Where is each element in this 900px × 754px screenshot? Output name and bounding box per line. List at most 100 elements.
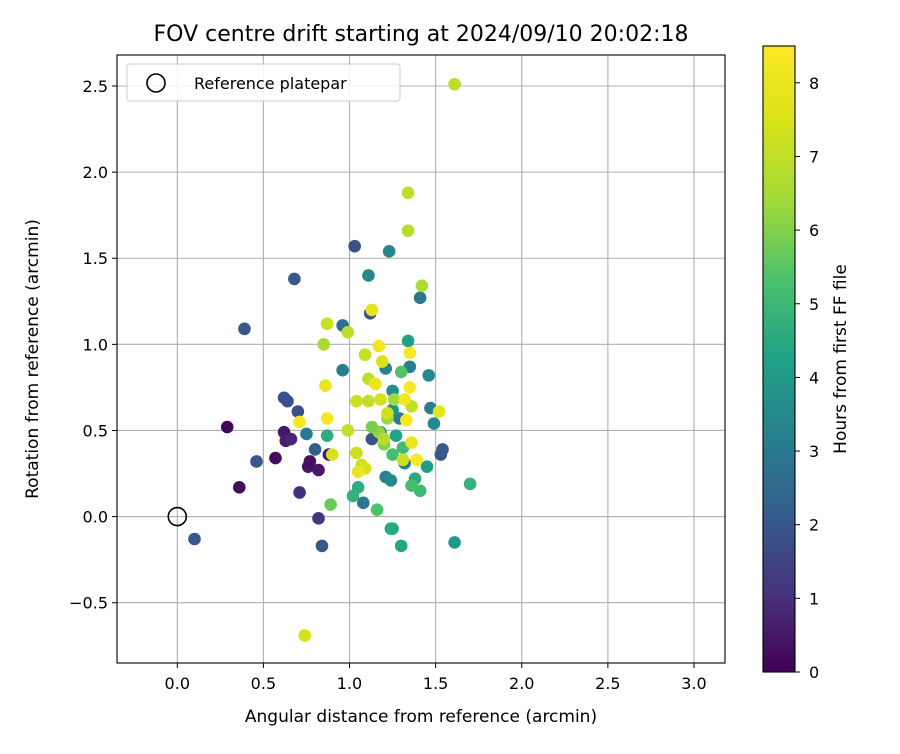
y-tick-label: 1.5 bbox=[83, 249, 108, 268]
scatter-point bbox=[320, 429, 334, 442]
scatter-point bbox=[250, 455, 263, 468]
scatter-point bbox=[348, 239, 361, 253]
colorbar-tick-label: 4 bbox=[809, 368, 819, 387]
colorbar-tick-label: 2 bbox=[809, 516, 819, 535]
scatter-point bbox=[420, 460, 434, 473]
y-tick-label: −0.5 bbox=[69, 594, 108, 613]
scatter-point bbox=[405, 479, 418, 492]
reference-point-marker bbox=[167, 506, 188, 527]
scatter-point bbox=[300, 427, 313, 441]
scatter-point bbox=[293, 415, 306, 429]
scatter-point bbox=[319, 379, 332, 392]
scatter-point bbox=[188, 532, 201, 546]
scatter-point bbox=[362, 394, 375, 408]
x-tick-label: 1.5 bbox=[423, 674, 448, 693]
grid-lines bbox=[117, 55, 725, 663]
chart-title: FOV centre drift starting at 2024/09/10 … bbox=[154, 22, 689, 47]
scatter-point bbox=[415, 279, 429, 293]
x-tick-label: 2.5 bbox=[595, 674, 620, 693]
scatter-point bbox=[308, 443, 322, 456]
y-tick-label: 0.5 bbox=[83, 421, 108, 440]
x-tick-label: 0.5 bbox=[251, 674, 276, 693]
scatter-point bbox=[372, 339, 386, 353]
x-tick-label: 1.0 bbox=[337, 674, 362, 693]
colorbar-tick-label: 6 bbox=[809, 221, 819, 240]
scatter-point bbox=[370, 503, 384, 517]
scatter-point bbox=[312, 463, 325, 477]
colorbar: 0 1 2 3 4 5 6 7 8 Hours from first FF file bbox=[762, 45, 851, 682]
colorbar-gradient bbox=[763, 46, 795, 672]
scatter-point bbox=[336, 363, 349, 377]
y-tick-label: 2.0 bbox=[83, 163, 108, 182]
scatter-point bbox=[350, 394, 363, 408]
scatter-point bbox=[320, 412, 334, 425]
legend: Reference platepar bbox=[126, 63, 401, 102]
colorbar-tick-label: 7 bbox=[809, 147, 819, 166]
colorbar-tick-label: 0 bbox=[809, 663, 819, 682]
scatter-point bbox=[410, 453, 423, 467]
scatter-point bbox=[284, 432, 298, 446]
colorbar-tick-label: 5 bbox=[809, 295, 819, 314]
data-points bbox=[188, 77, 477, 642]
x-tick-label: 0.0 bbox=[165, 674, 190, 693]
scatter-point bbox=[388, 393, 401, 406]
colorbar-tick-label: 8 bbox=[809, 74, 819, 93]
scatter-point bbox=[448, 77, 461, 91]
y-axis-label: Rotation from reference (arcmin) bbox=[23, 219, 43, 499]
scatter-point bbox=[436, 443, 449, 456]
scatter-point bbox=[281, 394, 294, 408]
scatter-point bbox=[403, 381, 417, 394]
plot-frame bbox=[116, 54, 726, 664]
scatter-point bbox=[375, 355, 389, 368]
scatter-point bbox=[238, 322, 251, 336]
y-tick-label: 0.0 bbox=[83, 508, 108, 527]
scatter-point bbox=[291, 405, 305, 418]
y-tick-label: 2.5 bbox=[83, 77, 108, 96]
scatter-point bbox=[317, 338, 330, 351]
scatter-point bbox=[401, 224, 415, 237]
x-tick-label: 3.0 bbox=[681, 674, 706, 693]
scatter-point bbox=[394, 365, 408, 379]
scatter-point bbox=[389, 429, 403, 442]
scatter-point bbox=[432, 405, 446, 418]
colorbar-tick-label: 3 bbox=[809, 442, 819, 461]
legend-box bbox=[126, 63, 401, 102]
scatter-point bbox=[386, 522, 399, 535]
scatter-point bbox=[381, 406, 394, 420]
scatter-point bbox=[386, 448, 399, 461]
scatter-point bbox=[396, 453, 410, 467]
y-tick-label: 1.0 bbox=[83, 335, 108, 354]
scatter-point bbox=[269, 451, 282, 465]
scatter-point bbox=[324, 498, 337, 511]
scatter-point bbox=[232, 481, 246, 494]
scatter-point bbox=[288, 272, 301, 286]
colorbar-label: Hours from first FF file bbox=[831, 264, 851, 454]
scatter-point bbox=[374, 393, 387, 406]
scatter-point bbox=[351, 465, 365, 479]
scatter-point bbox=[400, 413, 413, 427]
scatter-point bbox=[463, 477, 477, 491]
legend-marker-icon bbox=[146, 73, 166, 93]
scatter-point bbox=[394, 539, 408, 553]
x-axis-label: Angular distance from reference (arcmin) bbox=[245, 707, 597, 727]
scatter-point bbox=[298, 629, 312, 642]
scatter-point bbox=[341, 424, 355, 437]
scatter-point bbox=[220, 420, 234, 434]
scatter-point bbox=[312, 512, 325, 525]
colorbar-tick-label: 1 bbox=[809, 589, 819, 608]
x-axis-ticks: 0.0 0.5 1.0 1.5 2.0 2.5 3.0 bbox=[165, 663, 707, 693]
colorbar-ticks: 0 1 2 3 4 5 6 7 8 bbox=[795, 74, 819, 682]
scatter-point bbox=[401, 186, 415, 200]
legend-entry-label: Reference platepar bbox=[194, 74, 347, 93]
scatter-point bbox=[369, 377, 382, 391]
scatter-point bbox=[401, 334, 415, 348]
scatter-point bbox=[357, 496, 370, 510]
scatter-point bbox=[403, 346, 417, 360]
scatter-point bbox=[358, 348, 372, 361]
scatter-point bbox=[382, 245, 396, 258]
y-axis-ticks: −0.5 0.0 0.5 1.0 1.5 2.0 2.5 bbox=[69, 77, 117, 613]
scatter-point bbox=[341, 326, 355, 339]
scatter-point bbox=[413, 291, 427, 305]
scatter-point bbox=[346, 489, 360, 503]
